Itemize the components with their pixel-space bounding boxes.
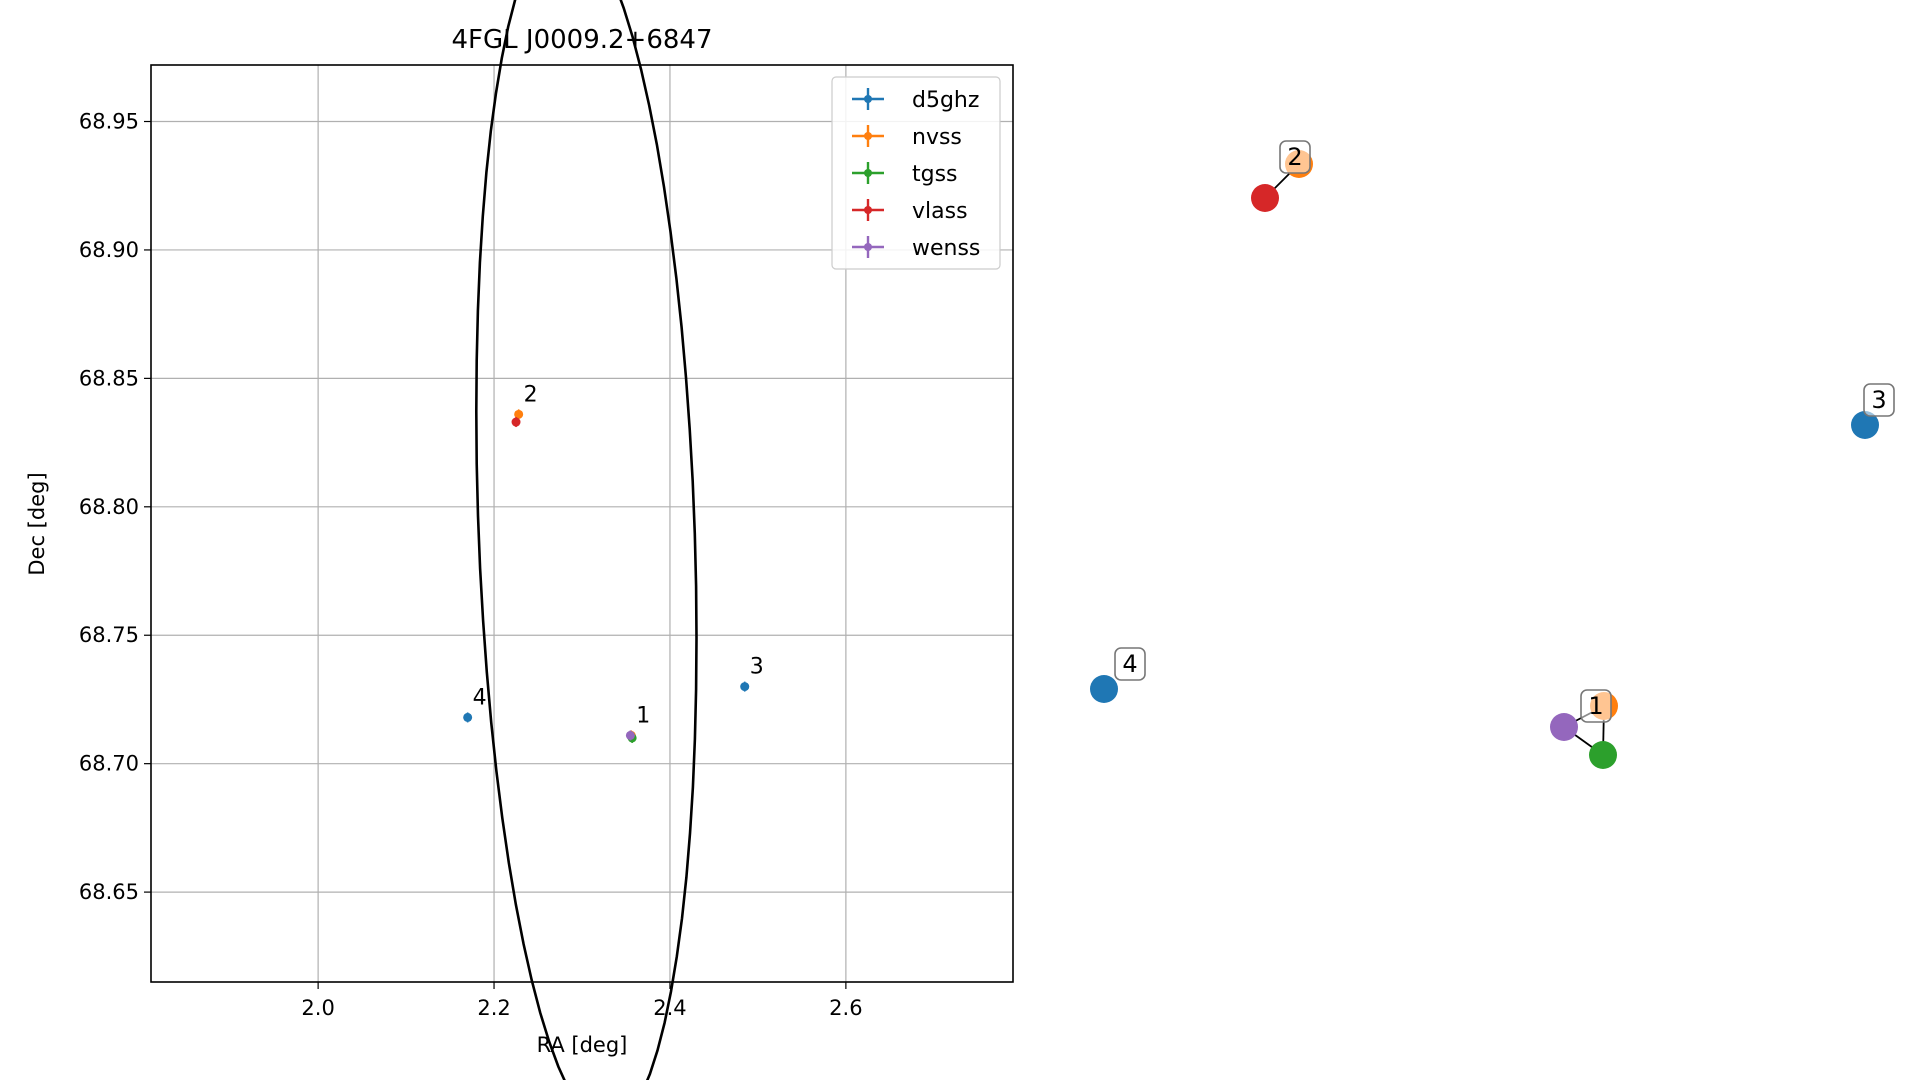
- marker-d5ghz: [463, 712, 473, 722]
- network-label-1: 1: [1580, 689, 1612, 723]
- point-nvss: [514, 409, 524, 420]
- plot-frame: [150, 64, 1014, 983]
- network-label-text: 2: [1287, 143, 1302, 171]
- network-node-vlass: [1251, 184, 1279, 212]
- network-label-box: [1114, 647, 1146, 681]
- legend-entry-wenss: wenss: [852, 236, 980, 261]
- network-label-box: [1580, 689, 1612, 723]
- y-tick-label: 68.75: [79, 623, 139, 647]
- legend-marker-vlass: [864, 206, 872, 214]
- error-ellipse: [474, 0, 698, 1080]
- legend-label-tgss: tgss: [912, 162, 958, 187]
- point-labels-layer: 1 2 3 4: [473, 382, 764, 728]
- network-label-box: [1279, 140, 1311, 174]
- y-tick-label: 68.65: [79, 880, 139, 904]
- point-vlass: [511, 417, 521, 428]
- legend-label-d5ghz: d5ghz: [912, 88, 979, 113]
- x-tick-label: 2.2: [477, 996, 510, 1020]
- point-d5ghz: [463, 712, 473, 723]
- legend-marker-d5ghz: [864, 95, 872, 103]
- network-label-text: 4: [1122, 650, 1137, 678]
- network-labels: 1 2 3 4: [1114, 140, 1895, 723]
- marker-wenss: [625, 730, 635, 740]
- legend-label-wenss: wenss: [912, 236, 980, 261]
- point-label: 2: [524, 382, 538, 407]
- scatter-panel: 4FGL J0009.2+6847 1 2 3 4 2.0 2.2 2.4 2.6 68.6…: [25, 0, 1014, 1080]
- legend-entry-vlass: vlass: [852, 199, 968, 224]
- y-ticks: 68.65 68.70 68.75 68.80 68.85 68.90 68.95: [79, 110, 151, 904]
- network-node-tgss: [1589, 741, 1617, 769]
- legend-box: [831, 76, 1001, 270]
- legend-entry-d5ghz: d5ghz: [852, 88, 979, 113]
- y-tick-label: 68.80: [79, 495, 139, 519]
- network-node-d5ghz: [1090, 675, 1118, 703]
- legend-marker-nvss: [864, 132, 872, 140]
- point-d5ghz: [740, 681, 750, 692]
- point-wenss: [625, 730, 635, 741]
- point-label: 3: [750, 655, 764, 680]
- y-tick-label: 68.85: [79, 366, 139, 390]
- y-tick-label: 68.70: [79, 752, 139, 776]
- network-label-text: 3: [1871, 386, 1886, 414]
- network-node-wenss: [1550, 713, 1578, 741]
- y-tick-label: 68.95: [79, 110, 139, 134]
- legend: d5ghz nvss tgss vlass wenss: [831, 76, 1001, 270]
- legend-entries: d5ghz nvss tgss vlass wenss: [852, 88, 980, 261]
- network-label-3: 3: [1863, 383, 1895, 417]
- network-edges: [1264, 163, 1605, 756]
- network-panel: 1 2 3 4: [1090, 140, 1895, 769]
- legend-entry-tgss: tgss: [852, 162, 958, 187]
- marker-vlass: [511, 417, 521, 427]
- legend-marker-tgss: [864, 169, 872, 177]
- marker-d5ghz: [740, 682, 750, 692]
- y-tick-label: 68.90: [79, 238, 139, 262]
- y-axis-label: Dec [deg]: [25, 472, 49, 575]
- marker-nvss: [514, 409, 524, 419]
- x-tick-label: 2.4: [653, 996, 686, 1020]
- x-tick-label: 2.6: [829, 996, 862, 1020]
- network-label-2: 2: [1279, 140, 1311, 174]
- network-label-box: [1863, 383, 1895, 417]
- network-label-text: 1: [1588, 692, 1603, 720]
- x-tick-label: 2.0: [301, 996, 334, 1020]
- legend-label-vlass: vlass: [912, 199, 968, 224]
- legend-marker-wenss: [864, 243, 872, 251]
- point-label: 4: [473, 685, 487, 710]
- network-label-4: 4: [1114, 647, 1146, 681]
- x-ticks: 2.0 2.2 2.4 2.6: [301, 982, 863, 1020]
- x-axis-label: RA [deg]: [537, 1033, 628, 1057]
- legend-label-nvss: nvss: [912, 125, 962, 150]
- point-label: 1: [636, 703, 650, 728]
- legend-entry-nvss: nvss: [852, 125, 962, 150]
- points-layer: [463, 409, 750, 743]
- ellipse-layer: [474, 0, 698, 1080]
- network-node-d5ghz: [1851, 411, 1879, 439]
- network-nodes: [1090, 150, 1879, 769]
- chart-title: 4FGL J0009.2+6847: [452, 25, 713, 55]
